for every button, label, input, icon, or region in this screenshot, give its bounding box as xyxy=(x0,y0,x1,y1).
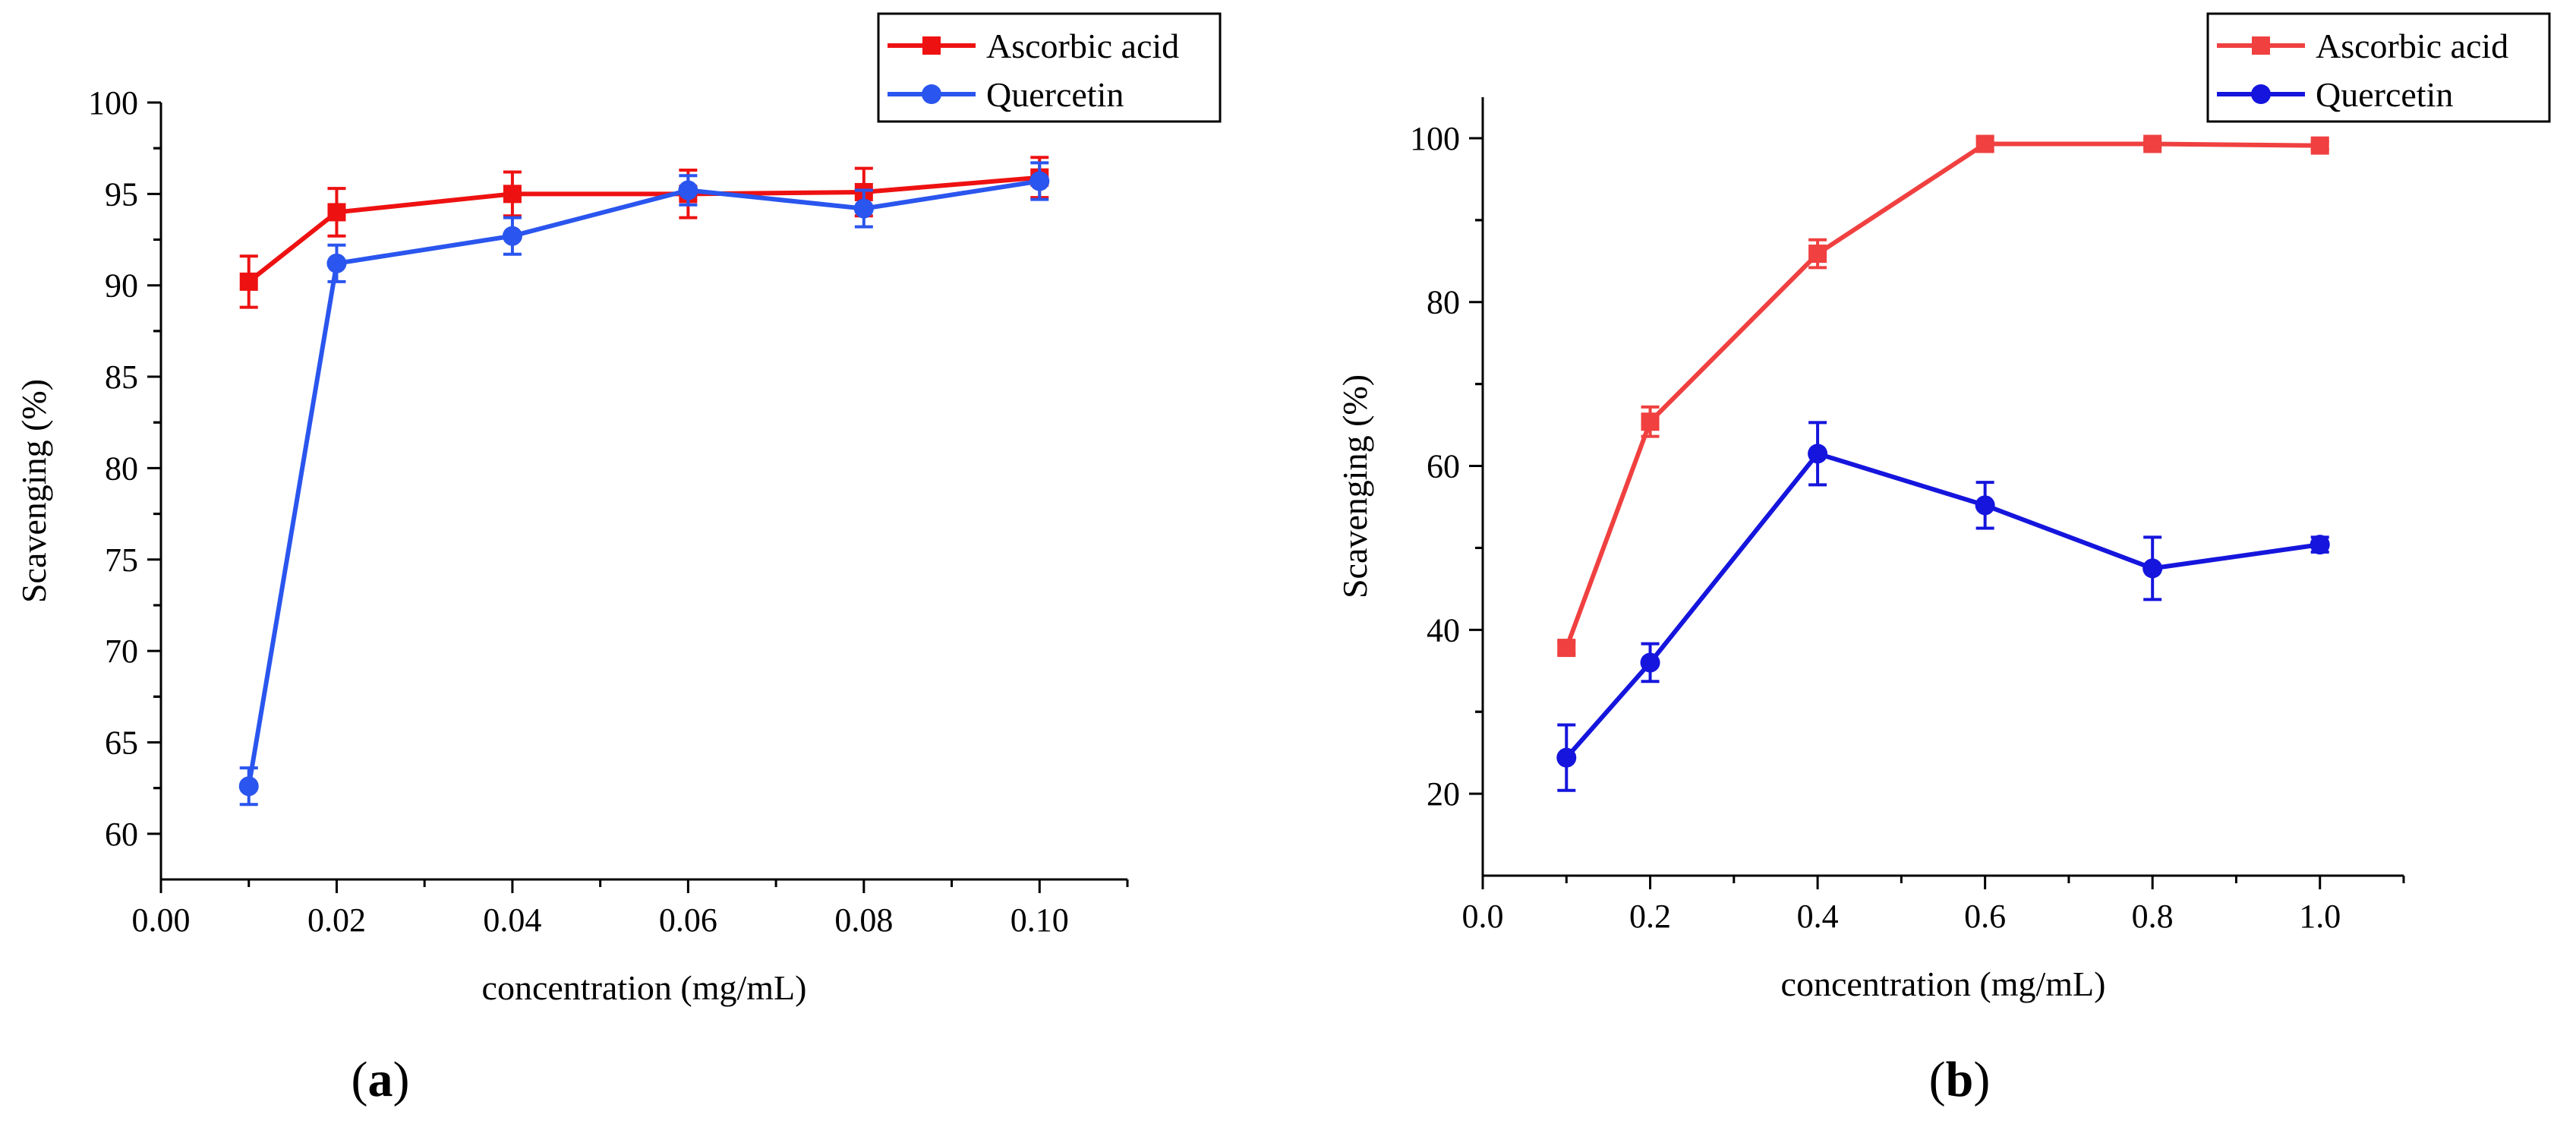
y-tick-label: 100 xyxy=(1410,120,1460,157)
y-tick-label: 20 xyxy=(1427,775,1460,813)
x-tick-label: 0.00 xyxy=(132,901,191,939)
series-square xyxy=(1557,134,2329,658)
y-tick-label: 100 xyxy=(88,84,138,122)
legend-marker xyxy=(922,36,941,55)
legend: Ascorbic acid Quercetin xyxy=(877,12,1222,123)
x-tick-label: 0.08 xyxy=(834,901,893,939)
data-point xyxy=(239,272,258,291)
data-point xyxy=(1556,747,1577,768)
data-point xyxy=(1029,171,1050,191)
x-axis-title: concentration (mg/mL) xyxy=(1781,965,2106,1003)
x-tick-label: 0.6 xyxy=(1964,898,2006,935)
y-tick-label: 60 xyxy=(1427,448,1460,485)
legend-box xyxy=(2206,12,2551,123)
legend-box xyxy=(877,12,1222,123)
data-point xyxy=(2143,134,2162,153)
legend-label: Quercetin xyxy=(986,75,1124,114)
data-point xyxy=(326,253,347,273)
y-tick-label: 70 xyxy=(105,633,138,670)
data-point xyxy=(2142,558,2163,579)
data-point xyxy=(1557,639,1576,658)
y-axis-title: Scavenging (%) xyxy=(1335,374,1374,598)
data-point xyxy=(1808,444,1828,464)
data-point xyxy=(503,185,522,204)
data-point xyxy=(1808,245,1827,264)
legend-marker xyxy=(2252,36,2270,55)
data-point xyxy=(1641,412,1660,431)
y-tick-label: 75 xyxy=(105,541,138,579)
x-tick-label: 1.0 xyxy=(2299,898,2341,935)
data-point xyxy=(502,226,522,246)
series-square xyxy=(239,156,1049,309)
series-circle xyxy=(238,161,1050,807)
y-tick-label: 90 xyxy=(105,267,138,305)
series-circle xyxy=(1556,421,2330,792)
y-tick-label: 80 xyxy=(1427,284,1460,321)
y-axis-title: Scavenging (%) xyxy=(14,379,53,603)
x-tick-label: 0.4 xyxy=(1797,898,1839,935)
legend-label: Quercetin xyxy=(2316,75,2453,114)
x-tick-label: 0.06 xyxy=(659,901,717,939)
x-tick-label: 0.0 xyxy=(1462,898,1504,935)
data-point xyxy=(327,203,346,222)
x-tick-label: 0.04 xyxy=(483,901,541,939)
data-point xyxy=(238,776,259,797)
series-line xyxy=(247,175,1040,284)
data-point xyxy=(2310,535,2330,555)
data-point xyxy=(2310,136,2329,155)
x-tick-label: 0.8 xyxy=(2132,898,2174,935)
chart-panel-a: 0.00 0.02 0.04 0.06 0.08 0.10 60 65 70 75 80 85 90 95… xyxy=(14,12,1222,1007)
series-line xyxy=(1564,141,2320,649)
y-tick-label: 85 xyxy=(105,358,138,396)
data-point xyxy=(678,180,698,200)
legend-marker xyxy=(922,84,941,104)
legend-label: Ascorbic acid xyxy=(986,27,1179,65)
data-point xyxy=(853,198,874,219)
legend-label: Ascorbic acid xyxy=(2316,27,2508,65)
y-tick-label: 95 xyxy=(105,175,138,213)
legend: Ascorbic acid Quercetin xyxy=(2206,12,2551,123)
data-point xyxy=(1975,134,1994,153)
panel-label-b: (b) xyxy=(1929,1052,1991,1107)
legend-marker xyxy=(2251,84,2271,104)
data-point xyxy=(1640,652,1660,673)
data-point xyxy=(1975,495,1995,516)
x-tick-label: 0.2 xyxy=(1629,898,1671,935)
x-tick-label: 0.10 xyxy=(1011,901,1069,939)
panel-label-a: (a) xyxy=(352,1052,410,1107)
chart-panel-b: 0.0 0.2 0.4 0.6 0.8 1.0 20 40 60 80 100 concentrati… xyxy=(1335,12,2551,1003)
series-line xyxy=(1565,451,2321,759)
y-tick-label: 60 xyxy=(105,816,138,853)
series-line xyxy=(246,178,1040,787)
x-axis-title: concentration (mg/mL) xyxy=(482,968,807,1007)
y-tick-label: 80 xyxy=(105,450,138,487)
y-tick-label: 40 xyxy=(1427,611,1460,649)
y-tick-label: 65 xyxy=(105,724,138,761)
x-tick-label: 0.02 xyxy=(307,901,366,939)
